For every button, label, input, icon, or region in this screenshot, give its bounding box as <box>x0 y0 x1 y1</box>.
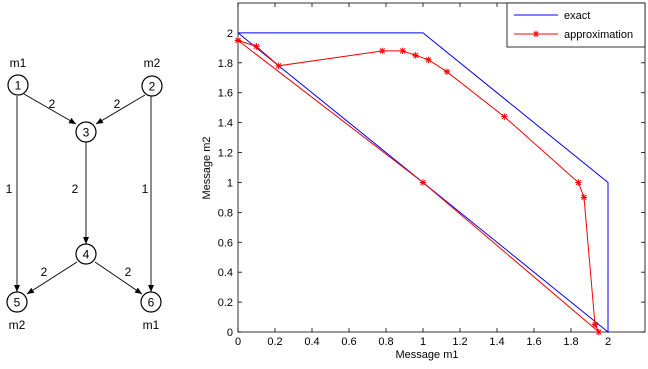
plot-frame <box>237 2 646 333</box>
edge-label-1-3: 2 <box>49 97 56 111</box>
plot-border <box>237 2 646 333</box>
y-tick-label: 1.2 <box>218 148 233 160</box>
data-point-approximation <box>425 56 432 64</box>
data-point-approximation <box>580 194 588 201</box>
edge-4-5 <box>26 261 78 295</box>
node-3-label: 3 <box>83 126 90 140</box>
edge-label-3-4: 2 <box>72 182 79 196</box>
y-tick-label: 0.6 <box>218 237 233 249</box>
data-point-approximation <box>591 321 599 328</box>
x-tick-label: 1.4 <box>489 336 504 348</box>
data-point-approximation <box>501 113 508 120</box>
network-diagram: 2 2 1 1 2 2 2 1 m1 2 m2 3 4 5 m2 6 m1 <box>6 56 163 332</box>
x-tick-label: 0.6 <box>341 336 356 348</box>
data-point-approximation <box>253 43 260 50</box>
data-point-approximation <box>575 179 582 186</box>
edge-4-6 <box>94 261 143 295</box>
node-6: 6 m1 <box>140 291 162 332</box>
x-axis: 0 0.2 0.4 0.6 0.8 1 1.2 1.4 1.6 1.8 2 <box>235 3 611 348</box>
x-tick-label: 1.8 <box>563 336 578 348</box>
edge-label-2-6: 1 <box>142 182 149 196</box>
y-tick-label: 0.2 <box>218 297 233 309</box>
y-axis: 0 0.2 0.4 0.6 0.8 1 1.2 1.4 1.6 1.8 2 <box>218 28 645 339</box>
node-4: 4 <box>75 243 97 265</box>
data-point-approximation <box>399 47 406 55</box>
edge-2-3 <box>95 94 146 125</box>
data-point-approximation <box>595 328 602 336</box>
node-6-tag: m1 <box>143 318 160 332</box>
legend-label-exact: exact <box>564 10 590 22</box>
node-1-label: 1 <box>15 79 22 93</box>
legend: exact approximation <box>506 2 646 48</box>
node-2-label: 2 <box>149 80 156 94</box>
data-point-approximation <box>379 47 386 55</box>
y-tick-label: 1.4 <box>218 118 233 130</box>
x-tick-label: 1.2 <box>452 336 467 348</box>
y-tick-label: 1 <box>227 177 233 189</box>
x-tick-label: 0.2 <box>267 336 282 348</box>
legend-star-marker <box>532 30 540 38</box>
series-line-exact <box>237 32 609 334</box>
node-2-tag: m2 <box>144 56 161 70</box>
x-tick-label: 2 <box>605 336 611 348</box>
y-tick-label: 0 <box>227 327 233 339</box>
y-tick-label: 0.4 <box>218 267 233 279</box>
data-point-approximation <box>419 179 427 186</box>
node-5-label: 5 <box>14 296 21 310</box>
x-axis-label: Message m1 <box>396 349 459 361</box>
y-tick-label: 2 <box>227 28 233 40</box>
node-1-tag: m1 <box>10 56 27 70</box>
edge-label-2-3: 2 <box>114 97 121 111</box>
y-axis-label: Message m2 <box>201 137 213 200</box>
data-point-approximation <box>275 62 282 70</box>
node-2: 2 m2 <box>141 56 163 97</box>
node-5: 5 m2 <box>6 291 28 332</box>
y-tick-label: 1.8 <box>218 58 233 70</box>
series-layer <box>234 32 609 336</box>
edge-1-3 <box>23 93 77 125</box>
legend-box <box>506 2 646 48</box>
data-point-approximation <box>234 37 242 44</box>
x-tick-label: 1.6 <box>526 336 541 348</box>
y-tick-label: 0.8 <box>218 207 233 219</box>
y-tick-label: 1.6 <box>218 88 233 100</box>
node-1: 1 m1 <box>7 56 29 96</box>
edge-label-4-5: 2 <box>41 265 48 279</box>
node-6-label: 6 <box>148 296 155 310</box>
data-point-approximation <box>412 52 419 59</box>
node-5-tag: m2 <box>9 318 26 332</box>
x-tick-label: 0 <box>235 336 241 348</box>
legend-label-approximation: approximation <box>564 29 633 41</box>
x-tick-label: 1 <box>420 336 426 348</box>
x-tick-label: 0.8 <box>378 336 393 348</box>
legend-marker-approximation <box>532 30 540 38</box>
edge-label-1-5: 1 <box>6 182 13 196</box>
node-4-label: 4 <box>83 248 90 262</box>
x-tick-label: 0.4 <box>304 336 319 348</box>
series-line-approximation <box>237 39 600 333</box>
data-point-approximation <box>443 68 451 75</box>
node-3: 3 <box>75 121 97 143</box>
edge-label-4-6: 2 <box>125 265 132 279</box>
